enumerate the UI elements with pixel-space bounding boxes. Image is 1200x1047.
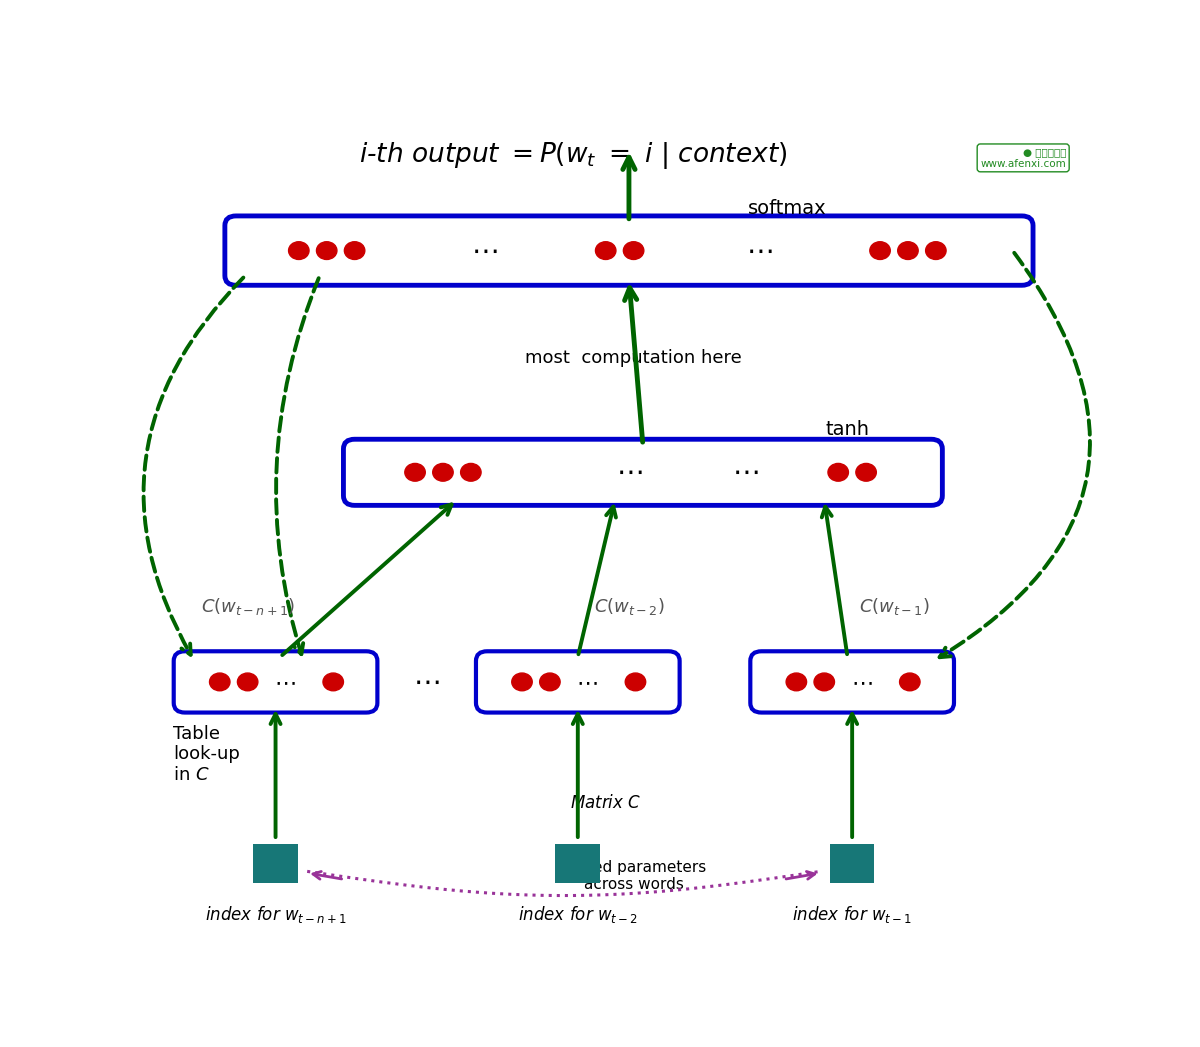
Circle shape <box>828 464 848 482</box>
Text: $C(w_{t-2})$: $C(w_{t-2})$ <box>594 596 665 617</box>
Circle shape <box>814 673 834 691</box>
Circle shape <box>900 673 920 691</box>
FancyBboxPatch shape <box>750 651 954 713</box>
Text: $\cdots$: $\cdots$ <box>413 668 440 696</box>
Text: index for $w_{t-1}$: index for $w_{t-1}$ <box>792 904 912 925</box>
Circle shape <box>625 673 646 691</box>
Text: $\cdots$: $\cdots$ <box>851 672 872 692</box>
Circle shape <box>925 242 946 260</box>
FancyBboxPatch shape <box>224 216 1033 285</box>
Text: $\cdots$: $\cdots$ <box>746 237 773 265</box>
Bar <box>556 844 600 883</box>
Circle shape <box>317 242 337 260</box>
Text: $\cdots$: $\cdots$ <box>732 459 758 486</box>
Circle shape <box>210 673 230 691</box>
Circle shape <box>238 673 258 691</box>
Circle shape <box>595 242 616 260</box>
Text: ● 数据分析网
www.afenxi.com: ● 数据分析网 www.afenxi.com <box>980 147 1066 169</box>
Text: Matrix $C$: Matrix $C$ <box>570 794 641 811</box>
Circle shape <box>288 242 310 260</box>
Text: index for $w_{t-2}$: index for $w_{t-2}$ <box>518 904 637 925</box>
FancyBboxPatch shape <box>476 651 679 713</box>
Circle shape <box>786 673 806 691</box>
Circle shape <box>344 242 365 260</box>
Text: index for $w_{t-n+1}$: index for $w_{t-n+1}$ <box>205 904 347 925</box>
Text: $\cdots$: $\cdots$ <box>616 459 642 486</box>
Bar <box>253 844 298 883</box>
Text: most  computation here: most computation here <box>526 350 742 367</box>
Circle shape <box>898 242 918 260</box>
Text: $\cdots$: $\cdots$ <box>576 672 598 692</box>
Circle shape <box>404 464 425 482</box>
Circle shape <box>540 673 560 691</box>
Circle shape <box>511 673 533 691</box>
Text: shared parameters
across words: shared parameters across words <box>560 860 707 892</box>
Text: $\cdots$: $\cdots$ <box>472 237 498 265</box>
Circle shape <box>856 464 876 482</box>
Circle shape <box>870 242 890 260</box>
FancyBboxPatch shape <box>174 651 377 713</box>
FancyBboxPatch shape <box>343 440 942 506</box>
Text: tanh: tanh <box>826 420 870 440</box>
Text: $C(w_{t-1})$: $C(w_{t-1})$ <box>859 596 929 617</box>
Circle shape <box>623 242 644 260</box>
Bar <box>830 844 875 883</box>
Text: $C(w_{t-n+1})$: $C(w_{t-n+1})$ <box>200 596 295 617</box>
Text: softmax: softmax <box>748 199 827 218</box>
Circle shape <box>433 464 454 482</box>
Text: Table
look-up
in $C$: Table look-up in $C$ <box>173 725 240 784</box>
Circle shape <box>461 464 481 482</box>
Circle shape <box>323 673 343 691</box>
Text: $\cdots$: $\cdots$ <box>274 672 295 692</box>
Text: $i$-th output $= P(w_t\ =\ i\ |\ \mathit{context})$: $i$-th output $= P(w_t\ =\ i\ |\ \mathit… <box>359 140 787 171</box>
